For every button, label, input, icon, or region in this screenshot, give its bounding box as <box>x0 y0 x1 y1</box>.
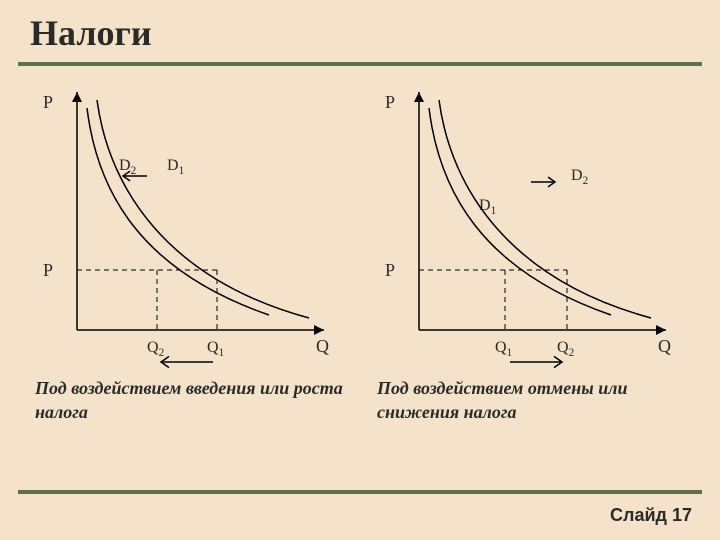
right-caption: Под воздействием отмены или снижения нал… <box>371 376 691 425</box>
svg-text:P: P <box>43 92 53 112</box>
rule-top <box>18 62 702 66</box>
slide: Налоги P Q P D1 D2 Q1 Q2 Под воздействием введ… <box>0 0 720 540</box>
svg-text:Q2: Q2 <box>557 339 574 359</box>
left-caption: Под воздействием введения или роста нало… <box>29 376 349 425</box>
left-chart: P Q P D1 D2 Q1 Q2 <box>29 80 329 370</box>
svg-text:P: P <box>385 260 395 280</box>
svg-text:P: P <box>385 92 395 112</box>
right-chart-cell: P Q P D1 D2 Q1 Q2 Под воздействием отмены или … <box>371 80 691 425</box>
svg-text:D1: D1 <box>167 157 184 177</box>
svg-text:D2: D2 <box>119 157 136 177</box>
svg-text:Q1: Q1 <box>207 339 224 359</box>
rule-bottom <box>18 490 702 494</box>
svg-text:P: P <box>43 260 53 280</box>
svg-text:Q1: Q1 <box>495 339 512 359</box>
svg-text:D1: D1 <box>479 197 496 217</box>
svg-text:Q2: Q2 <box>147 339 164 359</box>
charts-container: P Q P D1 D2 Q1 Q2 Под воздействием введения ил… <box>18 80 702 480</box>
svg-text:D2: D2 <box>571 167 588 187</box>
svg-text:Q: Q <box>316 336 329 356</box>
page-title: Налоги <box>30 12 152 54</box>
left-chart-cell: P Q P D1 D2 Q1 Q2 Под воздействием введения ил… <box>29 80 349 425</box>
right-chart: P Q P D1 D2 Q1 Q2 <box>371 80 671 370</box>
slide-number: Слайд 17 <box>610 505 692 526</box>
svg-text:Q: Q <box>658 336 671 356</box>
